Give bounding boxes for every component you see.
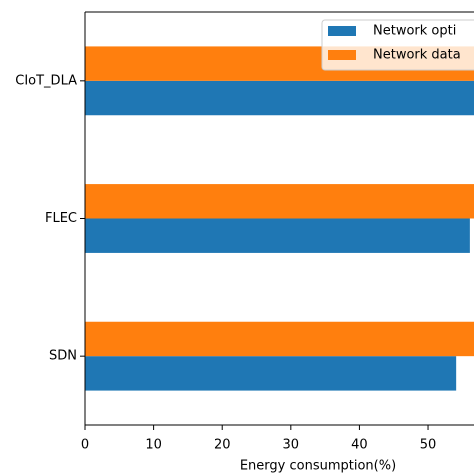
x-tick-label: 20 — [214, 438, 231, 453]
legend-swatch — [328, 50, 356, 60]
x-axis-label: Energy consumption(%) — [240, 459, 396, 474]
bar — [85, 321, 474, 357]
legend-box — [321, 19, 474, 71]
x-tick-label: 50 — [420, 438, 437, 453]
legend-label: Network opti — [373, 24, 456, 39]
legend-label: Network data — [373, 48, 461, 63]
x-tick-label: 0 — [81, 438, 89, 453]
bar — [85, 356, 457, 391]
x-tick-label: 30 — [283, 438, 300, 453]
x-tick-label: 10 — [145, 438, 162, 453]
legend: Network opti Network data — [321, 19, 474, 71]
bar — [85, 184, 474, 219]
y-tick-label: CIoT_DLA — [15, 73, 77, 88]
legend-swatch — [328, 26, 356, 36]
bar — [85, 218, 470, 253]
y-tick-label: SDN — [49, 349, 77, 364]
y-tick-label: FLEC — [45, 211, 77, 226]
bar — [85, 80, 474, 116]
x-tick-label: 40 — [351, 438, 368, 453]
